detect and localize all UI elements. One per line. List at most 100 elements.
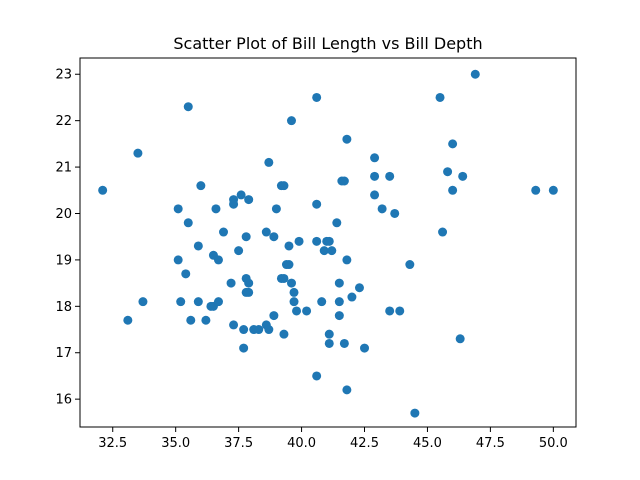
data-point-7 <box>181 269 191 279</box>
y-tick-label-0: 16 <box>55 393 72 408</box>
data-point-4 <box>173 204 183 214</box>
data-point-56 <box>289 297 299 307</box>
data-point-69 <box>324 338 334 348</box>
x-tick-label-0: 32.5 <box>98 436 127 451</box>
data-point-37 <box>254 325 264 335</box>
y-tick-label-3: 19 <box>55 253 72 268</box>
data-point-49 <box>279 329 289 339</box>
data-point-38 <box>261 227 271 237</box>
data-point-48 <box>279 273 289 283</box>
data-point-29 <box>239 343 249 353</box>
data-point-60 <box>312 92 322 102</box>
data-point-55 <box>289 287 299 297</box>
data-point-58 <box>294 236 304 246</box>
data-point-86 <box>370 190 380 200</box>
data-point-80 <box>342 385 352 395</box>
data-point-96 <box>443 167 453 177</box>
y-tick-label-7: 23 <box>55 68 72 83</box>
data-point-41 <box>264 325 274 335</box>
data-point-103 <box>548 185 558 195</box>
data-point-65 <box>319 246 329 256</box>
x-tick-label-5: 45.0 <box>413 436 442 451</box>
data-point-47 <box>279 181 289 191</box>
data-point-53 <box>286 116 296 126</box>
data-point-70 <box>327 246 337 256</box>
plot-frame <box>79 57 577 428</box>
data-point-88 <box>385 171 395 181</box>
data-point-77 <box>339 338 349 348</box>
data-point-99 <box>455 334 465 344</box>
x-tick-label-1: 35.0 <box>161 436 190 451</box>
data-point-26 <box>234 246 244 256</box>
y-tick-label-1: 17 <box>55 346 72 361</box>
data-point-8 <box>183 102 193 112</box>
y-axis: 16 17 18 19 20 21 22 23 <box>55 68 80 408</box>
data-point-28 <box>239 325 249 335</box>
data-point-10 <box>186 315 196 325</box>
data-point-3 <box>138 297 148 307</box>
x-tick-label-7: 50.0 <box>539 436 568 451</box>
data-point-89 <box>385 306 395 316</box>
data-point-22 <box>226 278 236 288</box>
data-point-59 <box>302 306 312 316</box>
data-point-52 <box>284 260 294 270</box>
data-point-6 <box>176 297 186 307</box>
x-axis: 32.5 35.0 37.5 40.0 42.5 45.0 47.5 50.0 <box>98 427 568 451</box>
data-point-76 <box>339 176 349 186</box>
data-point-78 <box>342 134 352 144</box>
data-point-68 <box>324 329 334 339</box>
data-point-30 <box>241 232 251 242</box>
data-point-33 <box>244 278 254 288</box>
data-point-43 <box>269 311 279 321</box>
data-point-11 <box>193 241 203 251</box>
data-point-95 <box>438 227 448 237</box>
data-point-79 <box>342 255 352 265</box>
data-point-81 <box>347 292 357 302</box>
data-point-73 <box>334 297 344 307</box>
data-point-102 <box>531 185 541 195</box>
data-point-71 <box>332 218 342 228</box>
data-point-35 <box>244 287 254 297</box>
data-point-25 <box>229 320 239 330</box>
data-point-57 <box>292 306 302 316</box>
data-point-97 <box>448 139 458 149</box>
data-point-19 <box>213 297 223 307</box>
data-point-2 <box>133 148 143 158</box>
y-tick-label-6: 22 <box>55 114 72 129</box>
data-point-82 <box>354 283 364 293</box>
data-point-24 <box>229 199 239 209</box>
data-point-101 <box>470 69 480 79</box>
data-point-18 <box>211 204 221 214</box>
data-point-92 <box>405 260 415 270</box>
y-tick-label-5: 21 <box>55 161 72 176</box>
x-tick-label-4: 42.5 <box>350 436 379 451</box>
data-point-83 <box>360 343 370 353</box>
data-point-85 <box>370 171 380 181</box>
data-point-44 <box>271 204 281 214</box>
data-point-91 <box>395 306 405 316</box>
data-point-40 <box>264 157 274 167</box>
data-point-14 <box>201 315 211 325</box>
data-point-72 <box>334 278 344 288</box>
data-point-9 <box>183 218 193 228</box>
data-point-13 <box>196 181 206 191</box>
data-point-34 <box>244 195 254 205</box>
data-point-54 <box>286 278 296 288</box>
x-tick-label-2: 37.5 <box>224 436 253 451</box>
y-tick-label-2: 18 <box>55 300 72 315</box>
data-point-51 <box>284 241 294 251</box>
data-point-84 <box>370 153 380 163</box>
data-point-63 <box>312 371 322 381</box>
data-point-20 <box>213 255 223 265</box>
data-point-93 <box>410 408 420 418</box>
y-tick-label-4: 20 <box>55 207 72 222</box>
data-point-21 <box>219 227 229 237</box>
data-point-5 <box>173 255 183 265</box>
data-point-0 <box>98 185 108 195</box>
chart-title: Scatter Plot of Bill Length vs Bill Dept… <box>173 34 482 53</box>
data-point-61 <box>312 199 322 209</box>
data-point-27 <box>236 190 246 200</box>
data-point-1 <box>123 315 133 325</box>
data-point-12 <box>193 297 203 307</box>
